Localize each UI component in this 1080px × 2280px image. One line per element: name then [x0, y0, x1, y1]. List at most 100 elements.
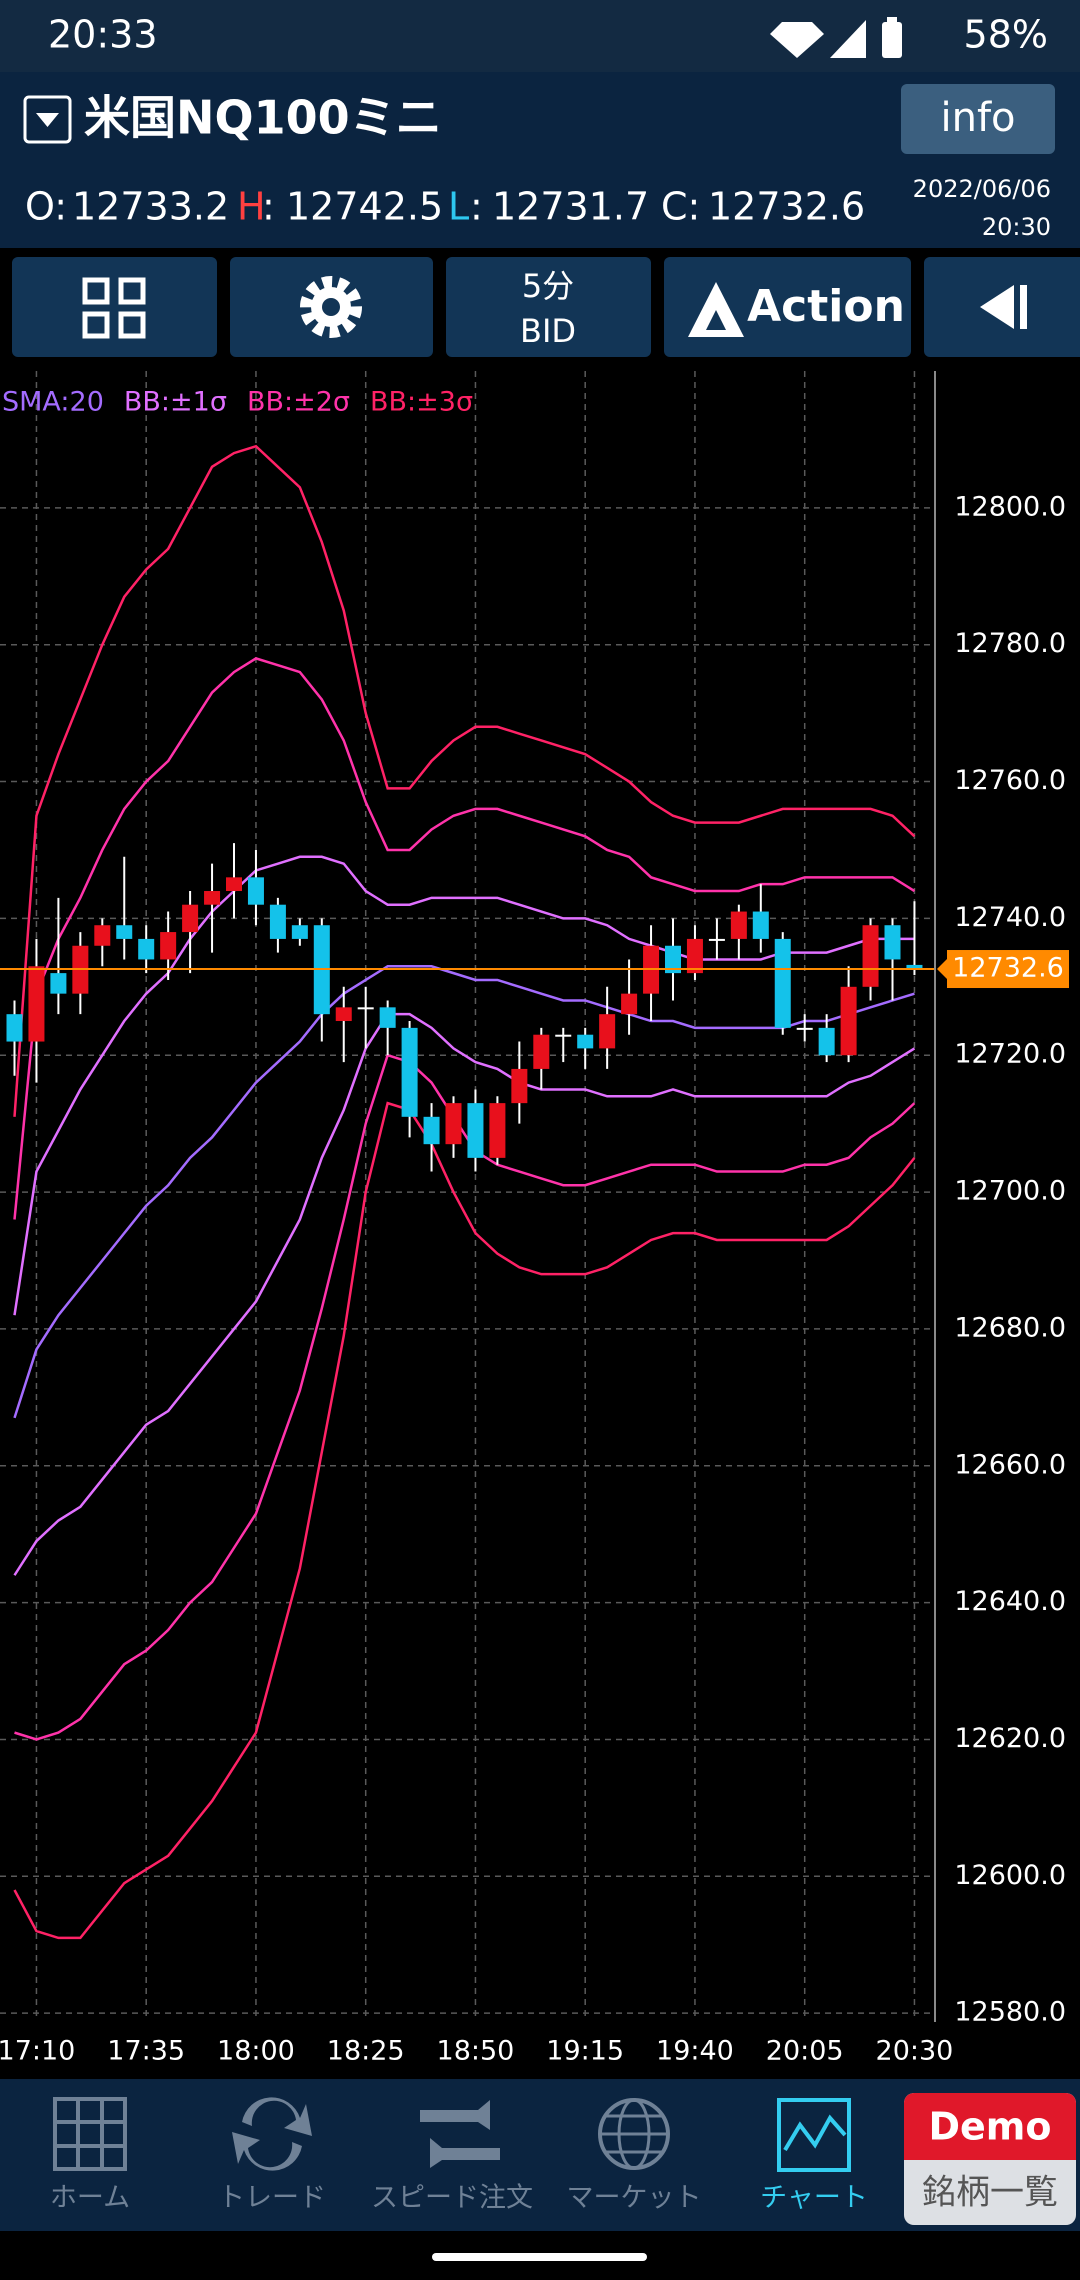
layout-button[interactable]	[12, 257, 217, 357]
home-icon-grid	[55, 2099, 125, 2169]
candle-body	[818, 1027, 835, 1056]
candle-body	[730, 911, 747, 939]
candle-body	[204, 891, 221, 905]
dropdown-arrow	[36, 113, 59, 127]
candle-body	[840, 986, 857, 1056]
price-type-label: BID	[520, 312, 576, 350]
symbol-list-label: 銘柄一覧	[922, 2173, 1058, 2213]
ohlc-l-value: 12731.7	[492, 185, 649, 229]
nav-speed[interactable]: スピード注文	[371, 2100, 533, 2214]
info-button-label: info	[940, 95, 1015, 141]
signal-icon	[830, 20, 866, 58]
y-tick-label: 12580.0	[954, 1997, 1066, 2028]
y-tick-label: 12700.0	[954, 1176, 1066, 1207]
x-tick-label: 20:05	[766, 2036, 844, 2067]
candle-body	[533, 1034, 550, 1069]
ohlc-l-label: L	[448, 185, 469, 229]
candle-body	[226, 877, 242, 892]
battery-level: 58%	[964, 13, 1048, 57]
nav-trade[interactable]: トレード	[218, 2097, 326, 2214]
collapse-bar	[1020, 285, 1027, 329]
y-tick-label: 12680.0	[954, 1312, 1066, 1343]
plot-area	[0, 371, 935, 2020]
candle-body	[774, 938, 791, 1028]
ohlc-colon: :	[470, 185, 483, 229]
candle-body	[247, 877, 264, 905]
status-time: 20:33	[48, 13, 158, 57]
y-tick-label: 12800.0	[954, 491, 1066, 522]
candle-body	[94, 925, 111, 946]
y-tick-label: 12780.0	[954, 628, 1066, 659]
ohlc-o-value: 12733.2	[72, 185, 229, 229]
action-icon	[688, 282, 744, 337]
candle-body	[621, 993, 638, 1015]
demo-badge[interactable]: Demo 銘柄一覧	[904, 2093, 1076, 2225]
gesture-bar	[432, 2253, 647, 2261]
indicator-line	[14, 1053, 916, 1741]
price-tag-label: 12732.6	[952, 953, 1064, 984]
dropdown-button[interactable]	[23, 95, 72, 144]
candle-body	[116, 925, 133, 939]
candle-body	[50, 973, 67, 994]
x-tick-label: 20:30	[876, 2036, 954, 2067]
candle-body	[269, 904, 286, 939]
battery-icon	[882, 22, 902, 58]
x-tick-label: 17:10	[0, 2036, 75, 2067]
y-tick-label: 12760.0	[954, 765, 1066, 796]
nav-label: チャート	[760, 2183, 868, 2214]
y-tick-label: 12720.0	[954, 1039, 1066, 1070]
candle-body	[6, 1014, 23, 1042]
interval-label: 5分	[522, 267, 574, 305]
candle-body	[182, 904, 199, 933]
nav-label: ホーム	[50, 2183, 130, 2214]
nav-home[interactable]: ホーム	[50, 2097, 130, 2214]
candle-body	[489, 1103, 506, 1158]
status-bar	[0, 0, 1080, 72]
ohlc-c-value: 12732.6	[708, 185, 865, 229]
home-icon	[53, 2097, 127, 2171]
speed-icon	[420, 2100, 500, 2168]
bar-time: 20:30	[982, 213, 1051, 241]
candle-body	[665, 945, 681, 974]
price-tag-pointer	[937, 959, 947, 980]
interval-button[interactable]	[446, 257, 651, 357]
candle-body	[555, 1034, 572, 1037]
chart: 12800.0 12780.0 12760.0 12740.0 12720.0 12700…	[0, 371, 1069, 2067]
x-tick-label: 18:25	[327, 2036, 405, 2067]
indicator-line	[13, 444, 916, 1117]
x-tick-label: 19:40	[656, 2036, 734, 2067]
price-tag	[947, 950, 1069, 989]
info-button[interactable]	[901, 84, 1055, 154]
nav-market[interactable]: マーケット	[567, 2098, 702, 2214]
candle-body	[862, 925, 879, 987]
wifi-icon	[770, 22, 824, 58]
candle-body	[752, 911, 769, 939]
x-tick-label: 17:35	[107, 2036, 185, 2067]
bottom-nav	[0, 2079, 1080, 2231]
indicator-line	[13, 855, 915, 1316]
indicator-line	[13, 1101, 916, 1940]
legend-entry: BB:±3σ	[370, 387, 473, 418]
candle-body	[423, 1116, 440, 1145]
nav-chart[interactable]: チャート	[760, 2098, 868, 2214]
trade-icon	[242, 2097, 312, 2136]
nav-label: マーケット	[567, 2183, 702, 2214]
candle-body	[335, 1007, 352, 1022]
candle-body	[467, 1103, 484, 1158]
candle-body	[28, 966, 45, 1042]
action-label: Action	[747, 281, 905, 332]
chart-icon-line	[783, 2114, 847, 2152]
y-tick-label: 12640.0	[954, 1586, 1066, 1617]
symbol-name: 米国NQ100ミニ	[84, 91, 442, 145]
legend-entry: BB:±1σ	[124, 387, 227, 418]
grid-icon	[82, 277, 146, 339]
ohlc-c-label: C:	[661, 185, 700, 229]
candle-body	[796, 1027, 813, 1030]
candle-body	[357, 1007, 374, 1010]
badge-top	[904, 2093, 1076, 2160]
indicator-line	[13, 965, 915, 1419]
battery-tip	[887, 17, 897, 23]
ohlc-h-label: H	[237, 185, 266, 229]
candle-body	[906, 964, 923, 970]
candle-body	[291, 925, 308, 939]
